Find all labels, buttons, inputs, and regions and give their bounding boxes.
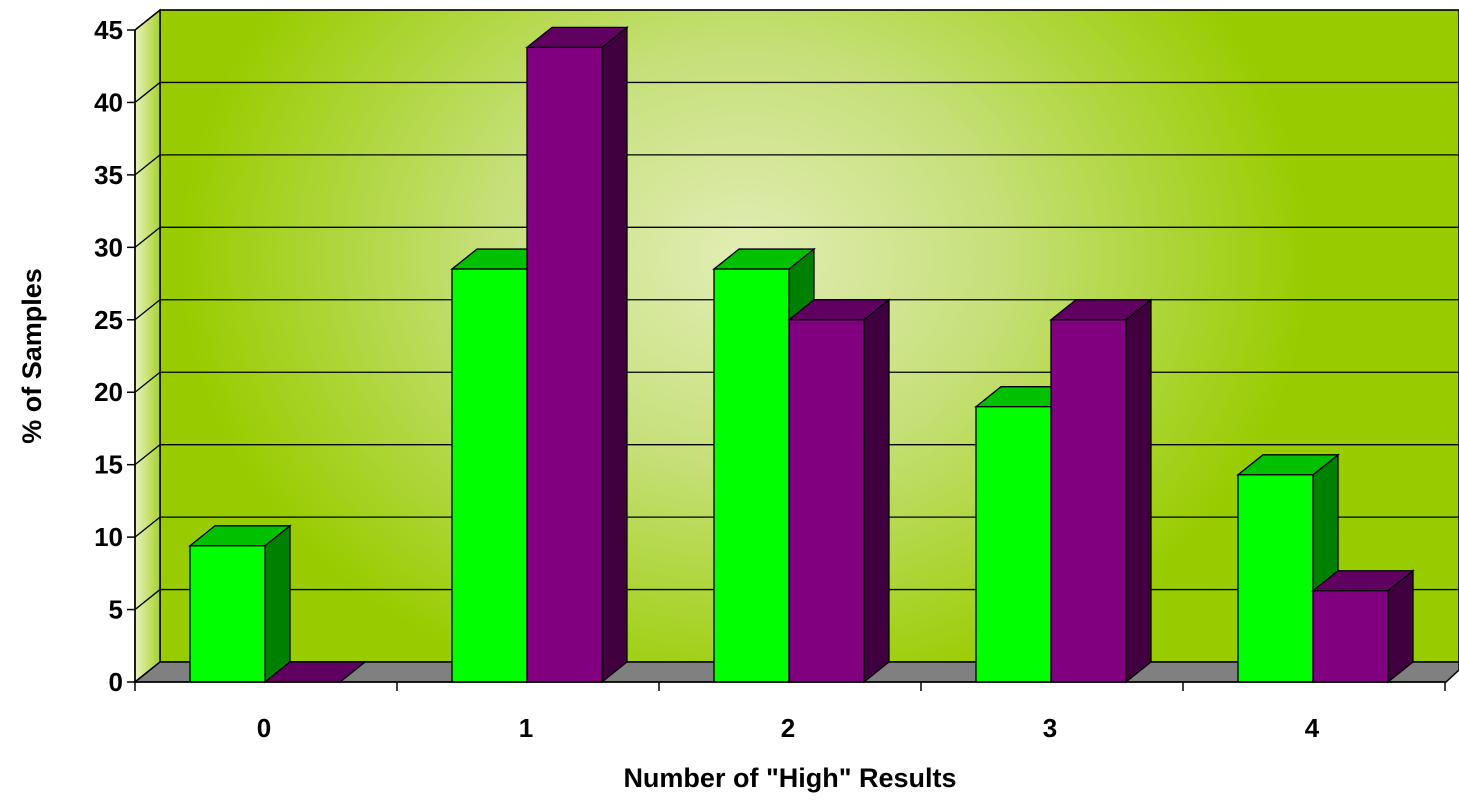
bars [188,26,1415,684]
bar-purple-1 [525,26,629,684]
y-tick-label: 0 [109,667,123,697]
bar-purple-3 [1049,298,1153,684]
bar-front [189,545,266,683]
bar-side [863,298,890,684]
y-tick-label: 30 [94,232,123,262]
bar-front [1237,474,1314,683]
bar-side [601,26,628,684]
y-axis-label: % of Samples [17,268,47,444]
x-axis-label: Number of "High" Results [623,763,956,793]
bar-green-4 [1236,453,1340,684]
y-tick-label: 25 [94,305,123,335]
y-axis-ticks: 0 5 10 15 20 25 30 35 40 45 [94,15,135,697]
side-wall [134,8,161,684]
bar-front [788,319,865,683]
y-tick-label: 20 [94,377,123,407]
y-tick-label: 10 [94,522,123,552]
bar-purple-4 [1311,569,1415,684]
gridline-side [134,589,161,611]
x-tick-label: 1 [519,713,533,743]
y-tick-label: 15 [94,450,123,480]
gridline-side [134,81,161,103]
x-tick-label: 3 [1043,713,1057,743]
y-tick-label: 5 [109,595,123,625]
gridline-side [134,371,161,393]
gridline-side [134,516,161,538]
x-tick-label: 0 [257,713,271,743]
x-tick-label: 2 [781,713,795,743]
bar-front [526,46,603,683]
bar-front [975,406,1052,683]
bar-front [1312,590,1389,683]
gridline-side [134,226,161,248]
bar-green-0 [188,524,292,684]
x-axis-ticks: 0 1 2 3 4 [134,682,1446,743]
bar-front [713,268,790,683]
y-tick-label: 40 [94,87,123,117]
bar-side [264,524,291,684]
bar-purple-2 [787,298,891,684]
gridline-side [134,9,161,31]
gridline-side [134,299,161,321]
y-tick-label: 45 [94,15,123,45]
bar-front [1050,319,1127,683]
x-tick-label: 4 [1305,713,1320,743]
gridline-side [134,444,161,466]
y-tick-label: 35 [94,160,123,190]
gridline-side [134,154,161,176]
bar-side [1125,298,1152,684]
bar-front [451,268,528,683]
